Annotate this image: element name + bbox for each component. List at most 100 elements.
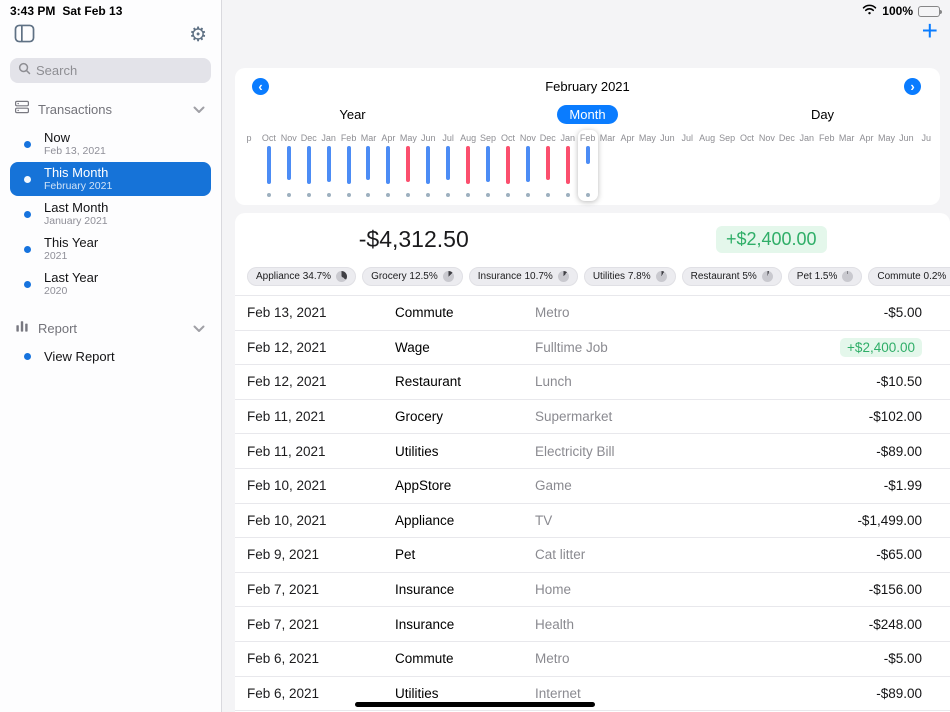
month-column[interactable]: May (877, 130, 897, 201)
statusbar-time: 3:43 PM (10, 4, 56, 18)
sidebar-section-header[interactable]: Report (0, 302, 221, 345)
search-input[interactable] (36, 63, 203, 79)
month-bar (585, 146, 590, 164)
category-chip[interactable]: Commute 0.2% (868, 267, 950, 286)
month-column[interactable]: p (239, 130, 259, 201)
table-row[interactable]: Feb 12, 2021 Restaurant Lunch -$10.50 (235, 365, 950, 400)
month-timeline: p Oct Nov Dec Jan Feb Mar Apr Ma (239, 130, 936, 201)
month-column[interactable]: Feb (577, 130, 598, 201)
month-bar (466, 146, 471, 184)
month-column[interactable]: Jun (418, 130, 438, 201)
table-row[interactable]: Feb 12, 2021 Wage Fulltime Job +$2,400.0… (235, 331, 950, 366)
month-label: Dec (778, 133, 795, 143)
category-chip[interactable]: Appliance 34.7% (247, 267, 357, 286)
month-column[interactable]: Sep (478, 130, 498, 201)
table-row[interactable]: Feb 7, 2021 Insurance Health -$248.00 (235, 607, 950, 642)
month-column[interactable]: Sep (717, 130, 737, 201)
month-dot-icon (505, 193, 510, 197)
cell-date: Feb 7, 2021 (247, 582, 320, 598)
prev-period-button[interactable]: ‹ (252, 78, 269, 95)
add-transaction-button[interactable]: + (922, 17, 938, 45)
table-row[interactable]: Feb 10, 2021 AppStore Game -$1.99 (235, 469, 950, 504)
month-column[interactable]: Nov (518, 130, 538, 201)
status-bar: 3:43 PM Sat Feb 13 100% (0, 0, 950, 22)
month-bar (266, 146, 271, 184)
month-column[interactable]: Mar (359, 130, 379, 201)
cell-category: Commute (395, 305, 454, 321)
month-column[interactable]: Jan (319, 130, 339, 201)
month-column[interactable]: Oct (259, 130, 279, 201)
sidebar-item[interactable]: Last Year 2020 (10, 267, 211, 301)
sidebar-item[interactable]: This Month February 2021 (10, 162, 211, 197)
month-column[interactable]: Jan (797, 130, 817, 201)
month-column[interactable]: Feb (817, 130, 837, 201)
month-column[interactable]: Dec (777, 130, 797, 201)
period-tab[interactable]: Year (235, 103, 470, 125)
month-column[interactable]: May (637, 130, 657, 201)
sidebar-item[interactable]: View Report (10, 346, 211, 367)
cell-amount: -$1,499.00 (857, 512, 922, 528)
chevron-right-icon: › (910, 79, 915, 94)
search-icon (18, 62, 31, 80)
category-chip[interactable]: Pet 1.5% (787, 267, 863, 286)
summary-row: -$4,312.50 +$2,400.00 (235, 213, 950, 265)
next-period-button[interactable]: › (904, 78, 921, 95)
sidebar-toggle-button[interactable] (14, 24, 35, 45)
chevron-down-icon[interactable] (193, 325, 205, 333)
cell-amount: -$156.00 (868, 582, 922, 598)
category-chip[interactable]: Utilities 7.8% (583, 267, 676, 286)
month-column[interactable]: Dec (299, 130, 319, 201)
table-row[interactable]: Feb 6, 2021 Commute Metro -$5.00 (235, 642, 950, 677)
month-column[interactable]: Nov (279, 130, 299, 201)
cell-category: Commute (395, 651, 454, 667)
month-column[interactable]: Apr (857, 130, 877, 201)
table-row[interactable]: Feb 11, 2021 Grocery Supermarket -$102.0… (235, 400, 950, 435)
chip-pie-icon (442, 271, 454, 282)
search-field[interactable] (10, 58, 211, 84)
month-column[interactable]: Ju (916, 130, 936, 201)
chip-label: Commute 0.2% (877, 271, 947, 282)
table-row[interactable]: Feb 10, 2021 Appliance TV -$1,499.00 (235, 504, 950, 539)
chevron-down-icon[interactable] (193, 106, 205, 114)
table-row[interactable]: Feb 7, 2021 Insurance Home -$156.00 (235, 573, 950, 608)
sidebar-section-header[interactable]: Transactions (0, 83, 221, 126)
sidebar-item[interactable]: Last Month January 2021 (10, 197, 211, 231)
month-label: Mar (838, 133, 855, 143)
table-row[interactable]: Feb 13, 2021 Commute Metro -$5.00 (235, 296, 950, 331)
month-column[interactable]: Jun (657, 130, 677, 201)
category-chip[interactable]: Insurance 10.7% (468, 267, 578, 286)
month-label: Dec (300, 133, 317, 143)
month-bar (426, 146, 431, 184)
home-indicator[interactable] (355, 702, 595, 707)
month-column[interactable]: Jul (677, 130, 697, 201)
table-row[interactable]: Feb 6, 2021 Utilities Internet -$89.00 (235, 677, 950, 712)
month-column[interactable]: May (398, 130, 418, 201)
month-column[interactable]: Dec (538, 130, 558, 201)
table-row[interactable]: Feb 11, 2021 Utilities Electricity Bill … (235, 434, 950, 469)
settings-button[interactable]: ⚙ (189, 25, 207, 45)
table-row[interactable]: Feb 9, 2021 Pet Cat litter -$65.00 (235, 538, 950, 573)
category-chip[interactable]: Grocery 12.5% (362, 267, 463, 286)
month-column[interactable]: Mar (598, 130, 618, 201)
period-tab[interactable]: Day (705, 103, 940, 125)
category-chip[interactable]: Restaurant 5% (681, 267, 782, 286)
cell-category: Pet (395, 547, 416, 563)
month-column[interactable]: Apr (378, 130, 398, 201)
month-column[interactable]: Jul (438, 130, 458, 201)
month-column[interactable]: Aug (697, 130, 717, 201)
sidebar-item[interactable]: Now Feb 13, 2021 (10, 127, 211, 161)
month-column[interactable]: Mar (837, 130, 857, 201)
month-column[interactable]: Apr (618, 130, 638, 201)
sidebar-item[interactable]: This Year 2021 (10, 232, 211, 266)
period-title: February 2021 (545, 79, 630, 94)
month-column[interactable]: Aug (458, 130, 478, 201)
month-column[interactable]: Oct (737, 130, 757, 201)
month-column[interactable]: Feb (339, 130, 359, 201)
month-column[interactable]: Oct (498, 130, 518, 201)
month-bar (406, 146, 411, 182)
month-column[interactable]: Jan (558, 130, 578, 201)
month-column[interactable]: Jun (896, 130, 916, 201)
month-label: Feb (340, 133, 357, 143)
month-column[interactable]: Nov (757, 130, 777, 201)
period-tab[interactable]: Month (470, 103, 705, 125)
